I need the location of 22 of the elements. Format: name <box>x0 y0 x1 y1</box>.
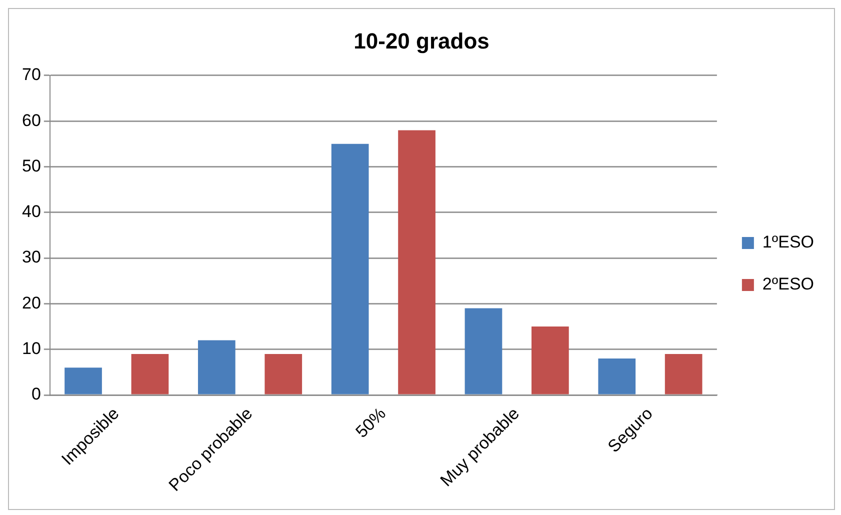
y-tick-label: 40 <box>22 202 41 222</box>
y-tick-label: 10 <box>22 339 41 358</box>
bar <box>131 354 169 394</box>
bar <box>532 326 569 394</box>
y-tick-label: 0 <box>31 384 41 404</box>
bar <box>64 368 102 394</box>
bar <box>664 354 702 394</box>
bar <box>198 340 236 394</box>
chart-title: 10-20 grados <box>354 28 490 54</box>
legend-label: 2ºESO <box>762 274 814 294</box>
y-tick-label: 50 <box>22 156 41 176</box>
y-tick-label: 30 <box>22 248 41 267</box>
bar <box>398 130 436 394</box>
x-tick-label: 50% <box>352 404 390 442</box>
y-tick-label: 70 <box>22 65 41 84</box>
legend-label: 1ºESO <box>762 232 814 252</box>
bar <box>464 308 502 394</box>
bar <box>598 358 636 394</box>
bar <box>264 354 302 394</box>
y-tick-label: 20 <box>22 293 41 312</box>
y-tick-label: 60 <box>22 110 41 130</box>
bar <box>331 144 369 394</box>
